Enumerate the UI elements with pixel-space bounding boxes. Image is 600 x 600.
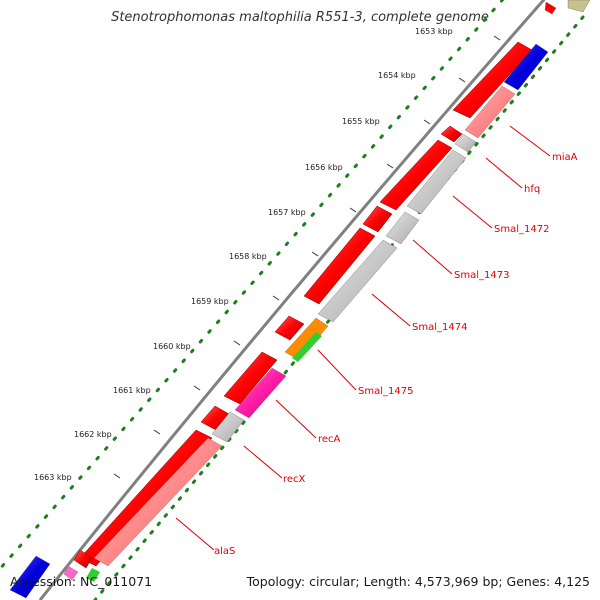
gene-label-miaA: miaA bbox=[552, 152, 578, 163]
gene-cds-red bbox=[223, 351, 278, 405]
hit-grey bbox=[317, 239, 398, 323]
cds-track-red bbox=[73, 41, 533, 569]
kbp-label: 1657 kbp bbox=[268, 208, 306, 217]
hit-magenta bbox=[234, 367, 287, 419]
gene-labels: miaA hfq Smal_1472 Smal_1473 Smal_1474 S… bbox=[214, 152, 578, 557]
green-hit-track bbox=[86, 332, 322, 582]
kbp-label: 1661 kbp bbox=[113, 386, 151, 395]
hit-red-small bbox=[544, 1, 557, 15]
gene-cds-red bbox=[274, 315, 305, 341]
hit-blue bbox=[9, 555, 51, 599]
hit-grey bbox=[211, 411, 245, 443]
kbp-label: 1658 kbp bbox=[229, 252, 267, 261]
kbp-labels: 1653 kbp 1654 kbp 1655 kbp 1656 kbp 1657… bbox=[34, 27, 453, 482]
gene-cds-red bbox=[440, 125, 463, 143]
hit-pink bbox=[464, 85, 516, 139]
hit-green bbox=[292, 332, 322, 362]
kbp-tick-marks bbox=[113, 35, 501, 479]
topology-text: Topology: circular; Length: 4,573,969 bp… bbox=[246, 574, 590, 589]
gene-label-hfq: hfq bbox=[524, 184, 540, 195]
hit-blue bbox=[503, 43, 549, 91]
genome-backbone bbox=[38, 0, 546, 600]
gene-cds-red bbox=[303, 227, 376, 305]
kbp-label: 1660 kbp bbox=[153, 342, 191, 351]
blast-hit-track bbox=[9, 0, 591, 599]
gene-label-smal-1474: Smal_1474 bbox=[412, 322, 467, 333]
hit-pink bbox=[93, 437, 223, 567]
gene-label-smal-1472: Smal_1472 bbox=[494, 224, 549, 235]
hit-grey bbox=[454, 133, 477, 153]
hit-khaki bbox=[567, 0, 591, 13]
kbp-label: 1659 kbp bbox=[191, 297, 229, 306]
gene-cds-red bbox=[362, 205, 393, 233]
gene-label-smal-1473: Smal_1473 bbox=[454, 270, 509, 281]
kbp-label: 1654 kbp bbox=[378, 71, 416, 80]
kbp-label: 1663 kbp bbox=[34, 473, 72, 482]
hit-grey bbox=[385, 211, 420, 245]
gene-cds-red bbox=[79, 429, 213, 567]
kbp-label: 1653 kbp bbox=[415, 27, 453, 36]
map-title: Stenotrophomonas maltophilia R551-3, com… bbox=[111, 10, 489, 25]
gene-cds-red bbox=[73, 549, 93, 569]
gene-label-smal-1475: Smal_1475 bbox=[358, 386, 413, 397]
gene-label-recX: recX bbox=[283, 474, 306, 485]
gc-content-track bbox=[0, 0, 505, 571]
hit-green bbox=[86, 568, 100, 582]
kbp-label: 1662 kbp bbox=[74, 430, 112, 439]
label-leader-lines bbox=[175, 125, 551, 551]
accession-text: Accession: NC_011071 bbox=[10, 574, 153, 589]
gene-cds-red bbox=[452, 41, 533, 119]
hit-grey bbox=[406, 149, 467, 215]
gene-label-recA: recA bbox=[318, 434, 341, 445]
gene-cds-red bbox=[379, 139, 453, 211]
kbp-label: 1655 kbp bbox=[342, 117, 380, 126]
hit-pink-small bbox=[63, 565, 79, 581]
kbp-label: 1656 kbp bbox=[305, 163, 343, 172]
gene-label-alaS: alaS bbox=[214, 546, 235, 557]
